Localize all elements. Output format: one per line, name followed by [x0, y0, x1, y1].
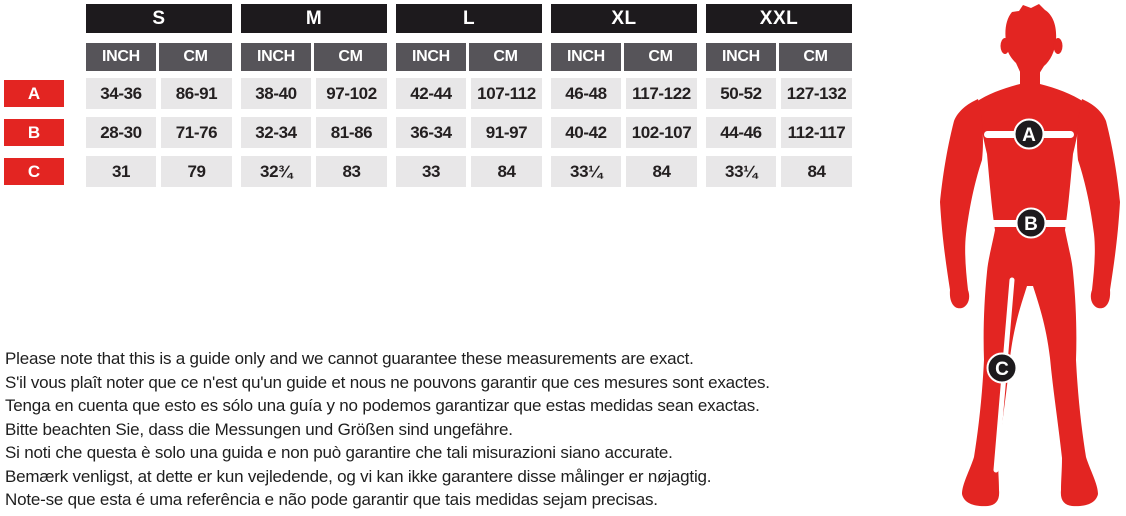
value-cell: 117-122: [626, 78, 697, 109]
row-c-size-m: 32¾ 83: [241, 156, 387, 187]
unit-header-row: INCH CM INCH CM INCH CM INCH CM INCH CM: [4, 43, 861, 71]
head-shape: [1005, 4, 1057, 74]
row-a-size-l: 42-44 107-112: [396, 78, 542, 109]
row-c-size-xxl: 33¼ 84: [706, 156, 852, 187]
value-cell: 36-34: [396, 117, 466, 148]
value-cell: 31: [86, 156, 156, 187]
unit-group-m: INCH CM: [241, 43, 387, 71]
row-a-size-s: 34-36 86-91: [86, 78, 232, 109]
value-cell: 38-40: [241, 78, 311, 109]
value-cell: 84: [626, 156, 697, 187]
row-label-b: B: [4, 119, 64, 146]
unit-spacer: [4, 57, 86, 58]
size-header-s: S: [86, 4, 232, 33]
unit-cm-label: CM: [314, 43, 387, 71]
marker-c-circle: [986, 352, 1018, 384]
size-header-m: M: [241, 4, 387, 33]
value-cell: 107-112: [471, 78, 542, 109]
value-cell: 33¼: [551, 156, 621, 187]
disclaimer-line-en: Please note that this is a guide only an…: [5, 349, 694, 368]
value-cell: 79: [161, 156, 232, 187]
value-cell: 42-44: [396, 78, 466, 109]
unit-group-xxl: INCH CM: [706, 43, 852, 71]
body-silhouette-svg: A B C: [940, 4, 1120, 507]
row-a-size-xxl: 50-52 127-132: [706, 78, 852, 109]
left-ear: [1000, 38, 1010, 54]
value-cell: 32¾: [241, 156, 311, 187]
value-cell: 71-76: [161, 117, 232, 148]
value-cell: 50-52: [706, 78, 776, 109]
row-b-size-s: 28-30 71-76: [86, 117, 232, 148]
value-cell: 40-42: [551, 117, 621, 148]
unit-group-s: INCH CM: [86, 43, 232, 71]
disclaimer-line-pt: Note-se que esta é uma referência e não …: [5, 490, 658, 509]
value-cell: 102-107: [626, 117, 697, 148]
row-label-a: A: [4, 80, 64, 107]
unit-cm-label: CM: [469, 43, 542, 71]
unit-group-xl: INCH CM: [551, 43, 697, 71]
disclaimer-line-fr: S'il vous plaît noter que ce n'est qu'un…: [5, 372, 770, 392]
value-cell: 127-132: [781, 78, 852, 109]
row-a-size-xl: 46-48 117-122: [551, 78, 697, 109]
unit-inch-label: INCH: [86, 43, 156, 71]
header-spacer: [4, 18, 86, 19]
disclaimer-line-es: Tenga en cuenta que esto es sólo una guí…: [5, 396, 760, 415]
disclaimer-line-it: Si noti che questa è solo una guida e no…: [5, 443, 673, 462]
unit-inch-label: INCH: [706, 43, 776, 71]
value-cell: 33: [396, 156, 466, 187]
row-c-size-s: 31 79: [86, 156, 232, 187]
unit-inch-label: INCH: [396, 43, 466, 71]
measurement-row-b: B 28-30 71-76 32-34 81-86 36-34 91-97 40…: [4, 117, 861, 148]
unit-cm-label: CM: [624, 43, 697, 71]
value-cell: 81-86: [316, 117, 387, 148]
row-c-size-l: 33 84: [396, 156, 542, 187]
row-a-size-m: 38-40 97-102: [241, 78, 387, 109]
left-arm-shape: [940, 99, 983, 309]
unit-cm-label: CM: [159, 43, 232, 71]
marker-b-circle: [1015, 207, 1047, 239]
size-header-xl: XL: [551, 4, 697, 33]
marker-a-label: A: [1022, 125, 1036, 146]
row-b-size-xxl: 44-46 112-117: [706, 117, 852, 148]
body-shape: [962, 58, 1098, 507]
value-cell: 84: [471, 156, 542, 187]
unit-inch-label: INCH: [551, 43, 621, 71]
value-cell: 44-46: [706, 117, 776, 148]
size-table: S M L XL XXL INCH CM INCH CM INCH CM INC…: [4, 4, 861, 195]
size-header-l: L: [396, 4, 542, 33]
value-cell: 34-36: [86, 78, 156, 109]
value-cell: 97-102: [316, 78, 387, 109]
disclaimer-line-da: Bemærk venligst, at dette er kun vejlede…: [5, 466, 712, 486]
unit-inch-label: INCH: [241, 43, 311, 71]
row-label-c: C: [4, 158, 64, 185]
row-c-size-xl: 33¼ 84: [551, 156, 697, 187]
value-cell: 46-48: [551, 78, 621, 109]
row-b-size-l: 36-34 91-97: [396, 117, 542, 148]
row-b-size-m: 32-34 81-86: [241, 117, 387, 148]
measurement-row-a: A 34-36 86-91 38-40 97-102 42-44 107-112…: [4, 78, 861, 109]
right-arm-shape: [1077, 99, 1120, 309]
size-header-xxl: XXL: [706, 4, 852, 33]
value-cell: 86-91: [161, 78, 232, 109]
measurement-figure: A B C: [934, 2, 1126, 514]
right-ear: [1053, 38, 1063, 54]
value-cell: 83: [316, 156, 387, 187]
disclaimer-block: Please note that this is a guide only an…: [5, 347, 885, 512]
unit-cm-label: CM: [779, 43, 852, 71]
marker-a-circle: [1013, 118, 1045, 150]
marker-c-label: C: [995, 359, 1009, 380]
row-b-size-xl: 40-42 102-107: [551, 117, 697, 148]
disclaimer-line-de: Bitte beachten Sie, dass die Messungen u…: [5, 419, 513, 439]
value-cell: 112-117: [781, 117, 852, 148]
size-header-row: S M L XL XXL: [4, 4, 861, 33]
value-cell: 84: [781, 156, 852, 187]
marker-b-label: B: [1024, 214, 1038, 235]
unit-group-l: INCH CM: [396, 43, 542, 71]
value-cell: 28-30: [86, 117, 156, 148]
value-cell: 32-34: [241, 117, 311, 148]
value-cell: 91-97: [471, 117, 542, 148]
value-cell: 33¼: [706, 156, 776, 187]
measurement-row-c: C 31 79 32¾ 83 33 84 33¼ 84 33¼ 84: [4, 156, 861, 187]
